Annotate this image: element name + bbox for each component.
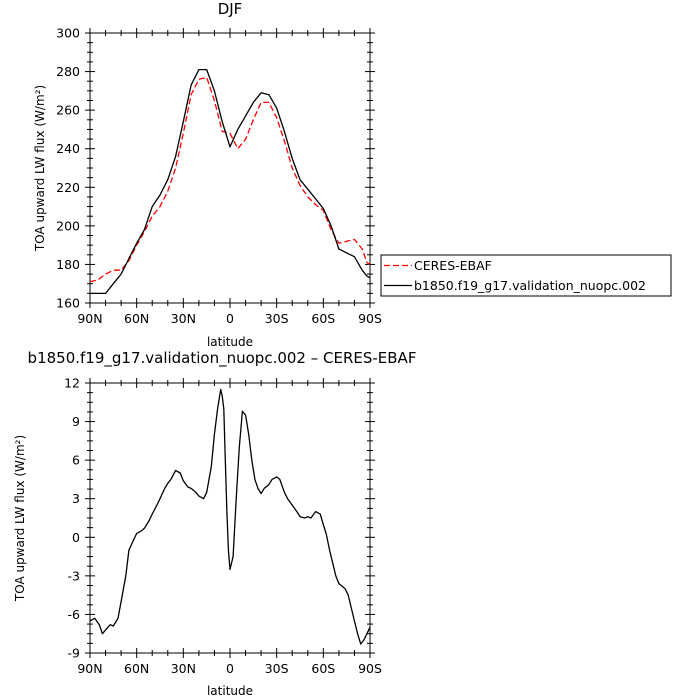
plot-frame [89,382,371,654]
chart-title: DJF [218,0,243,18]
chart-title: b1850.f19_g17.validation_nuopc.002 – CER… [28,349,417,368]
top-panel: 160 180 200 220 240 260 280 300 90N 60N 30N 0 30S 60S… [33,0,382,349]
legend-label-0: CERES-EBAF [414,258,492,273]
series-line-1 [90,68,371,295]
x-tick-label: 60N [124,311,149,326]
y-tick-label: -3 [68,568,80,583]
x-tick-label: 90N [77,311,102,326]
y-tick-label: 220 [56,180,80,195]
x-tick-label: 60N [124,661,149,676]
x-tick-label: 30S [265,311,289,326]
y-tick-label: 9 [72,414,80,429]
y-axis-label: TOA upward LW flux (W/m²) [33,85,47,252]
x-tick-label: 30N [171,661,196,676]
y-tick-label: -6 [68,607,81,622]
x-axis-label: latitude [207,684,253,698]
y-tick-label: 12 [64,376,80,391]
bottom-panel: -9 -6 -3 0 3 6 9 12 90N 60N 30N 0 30S 60S 90S b1850.f19… [13,349,416,698]
y-tick-label: 200 [56,218,80,233]
legend-box [380,254,672,297]
y-tick-label: 6 [72,453,80,468]
x-tick-label: 30N [171,311,196,326]
y-tick-label: 240 [56,141,80,156]
legend: CERES-EBAF b1850.f19_g17.validation_nuopc… [380,254,672,297]
y-axis-label: TOA upward LW flux (W/m²) [13,435,27,602]
y-tick-label: 180 [56,257,80,272]
plot-frame [89,32,371,304]
y-tick-label: 300 [56,26,80,41]
x-tick-label: 60S [311,311,335,326]
series-line-0 [89,76,371,283]
y-tick-label: 260 [56,103,80,118]
y-tick-label: 0 [72,530,80,545]
y-tick-label: 280 [56,64,80,79]
x-tick-label: 0 [226,311,234,326]
y-tick-label: 160 [56,296,80,311]
x-tick-label: 0 [226,661,234,676]
legend-label-1: b1850.f19_g17.validation_nuopc.002 [414,278,646,293]
y-tick-label: -9 [68,646,81,661]
y-tick-label: 3 [72,491,80,506]
series-line-0 [89,388,371,645]
x-tick-label: 90S [358,311,382,326]
x-axis-label: latitude [207,335,253,349]
x-tick-label: 90N [77,661,102,676]
x-tick-label: 60S [311,661,335,676]
x-tick-label: 90S [358,661,382,676]
x-tick-label: 30S [265,661,289,676]
